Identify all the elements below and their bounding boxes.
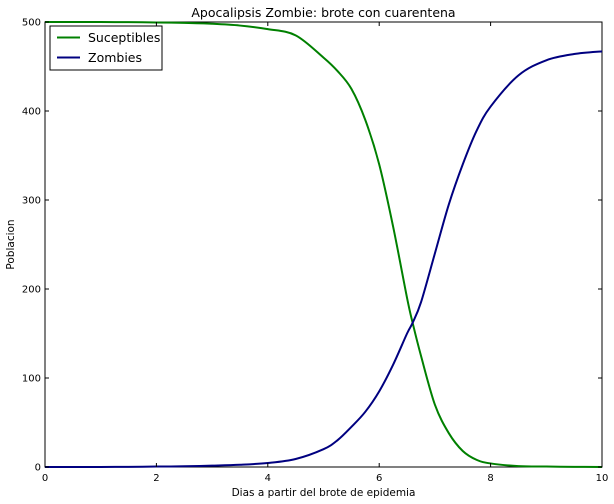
y-tick-label: 200 xyxy=(22,285,41,296)
y-axis-label: Poblacion xyxy=(5,219,17,269)
x-axis-label: Dias a partir del brote de epidemia xyxy=(232,487,416,499)
x-tick-label: 0 xyxy=(42,473,48,484)
y-tick-label: 100 xyxy=(22,374,41,385)
legend-box xyxy=(49,25,163,71)
series-line-suceptibles xyxy=(44,20,603,468)
x-tick-label: 4 xyxy=(265,473,271,484)
x-tick-label: 6 xyxy=(376,473,382,484)
series-line-zombies xyxy=(44,50,603,469)
x-tick-label: 10 xyxy=(596,473,609,484)
legend-label-suceptibles: Suceptibles xyxy=(88,30,160,45)
legend: Suceptibles Zombies xyxy=(49,25,163,71)
chart-title: Apocalipsis Zombie: brote con cuarentena xyxy=(191,5,455,20)
legend-label-zombies: Zombies xyxy=(88,50,142,65)
y-tick-label: 500 xyxy=(22,18,41,29)
y-tick-label: 0 xyxy=(35,463,41,474)
y-tick-label: 300 xyxy=(22,196,41,207)
x-axis-ticks: 0 2 4 6 8 10 xyxy=(42,22,609,484)
y-axis-ticks: 0 100 200 300 400 500 xyxy=(22,18,602,474)
y-tick-label: 400 xyxy=(22,107,41,118)
plot-area xyxy=(44,21,603,468)
series-layer xyxy=(44,20,603,469)
x-tick-label: 8 xyxy=(487,473,493,484)
x-tick-label: 2 xyxy=(153,473,159,484)
